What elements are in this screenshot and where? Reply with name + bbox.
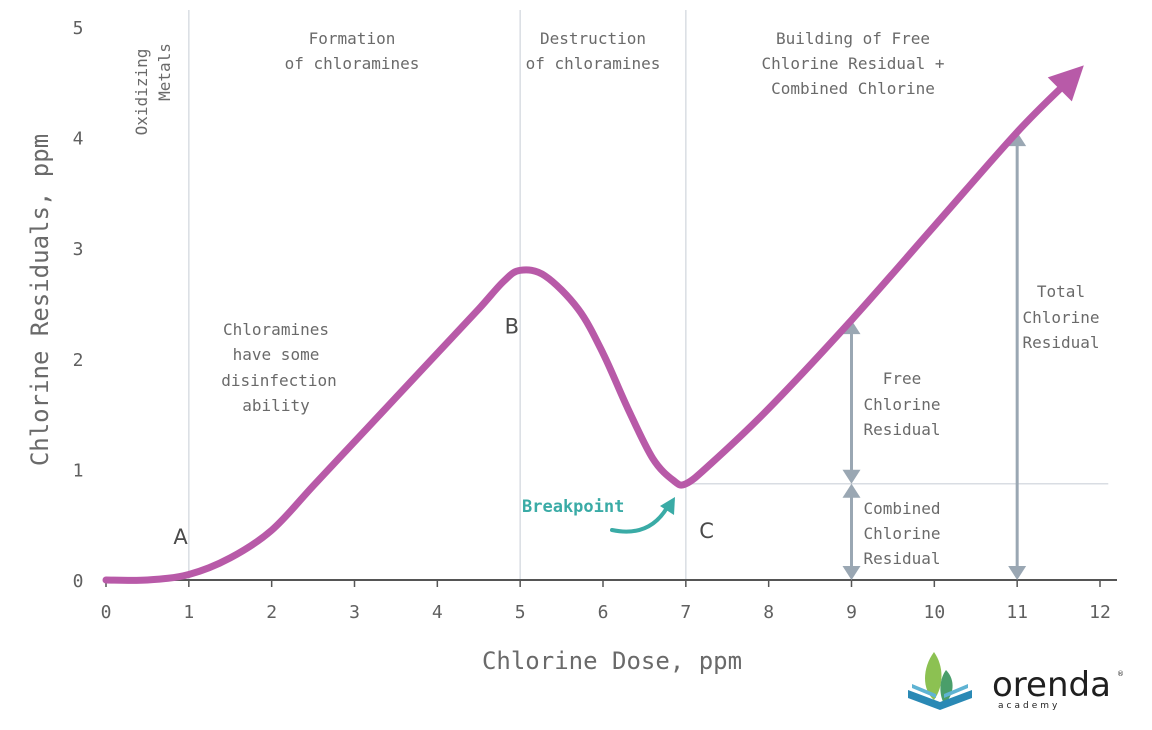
svg-text:Chloramines: Chloramines [223,320,329,339]
point-label-b: B [505,315,519,339]
svg-text:of chloramines: of chloramines [526,54,661,73]
annotation-combined-chlorine: Combined Chlorine Residual [863,499,940,568]
svg-text:Combined Chlorine: Combined Chlorine [771,79,935,98]
point-label-c: C [699,519,714,543]
x-tick-label-6: 6 [598,602,609,623]
y-tick-label-0: 0 [73,571,84,592]
svg-text:Combined: Combined [863,499,940,518]
x-tick-label-5: 5 [515,602,526,623]
measure-free-chlorine-residual [842,320,861,484]
svg-text:Destruction: Destruction [540,29,646,48]
x-tick-label-0: 0 [101,602,112,623]
grid-lines [188,10,1109,580]
x-tick-label-9: 9 [846,602,857,623]
measure-total-chlorine-residual [1008,132,1027,580]
breakpoint-label: Breakpoint [522,497,624,517]
data-series [102,65,1084,584]
svg-text:Metals: Metals [155,43,174,101]
x-tick-label-8: 8 [763,602,774,623]
annotation-chloramines: Chloramines have some disinfection abili… [221,320,337,415]
svg-text:Residual: Residual [863,420,940,439]
x-axis-title: Chlorine Dose, ppm [482,647,742,675]
y-tick-label-4: 4 [73,129,84,150]
x-axis: 0 1 2 3 4 5 6 7 8 9 10 11 12 [101,579,1117,623]
x-tick-label-1: 1 [183,602,194,623]
svg-text:Residual: Residual [1022,333,1099,352]
measure-combined-chlorine-residual [842,483,861,580]
svg-text:Oxidizing: Oxidizing [132,49,151,136]
svg-text:Free: Free [883,369,922,388]
x-tick-label-4: 4 [432,602,443,623]
x-tick-label-10: 10 [923,602,945,623]
measure-lines [842,132,1027,580]
svg-text:ability: ability [242,396,310,415]
region-oxidizing-metals: Oxidizing Metals [132,43,174,135]
logo-subtext: academy [998,701,1060,711]
annotation-total-chlorine: Total Chlorine Residual [1022,282,1099,352]
annotation-free-chlorine: Free Chlorine Residual [863,369,940,439]
breakpoint-annotation: Breakpoint [522,497,675,534]
y-tick-label-1: 1 [73,460,84,481]
svg-text:of chloramines: of chloramines [285,54,420,73]
x-tick-label-7: 7 [680,602,691,623]
svg-text:Chlorine: Chlorine [1022,308,1099,327]
svg-text:disinfection: disinfection [221,371,337,390]
svg-text:Building of Free: Building of Free [776,29,930,48]
svg-text:have some: have some [233,345,320,364]
y-axis-title: Chlorine Residuals, ppm [26,134,54,466]
region-formation: Formation of chloramines [285,29,420,73]
point-label-a: A [173,525,188,549]
svg-text:Total: Total [1037,282,1085,301]
logo-wordmark: orenda [992,665,1111,705]
y-tick-label-5: 5 [73,18,84,39]
x-tick-label-11: 11 [1006,602,1028,623]
breakpoint-arrowhead [660,497,675,515]
orenda-logo: orenda academy ® [908,652,1124,711]
breakpoint-arrow [610,504,670,534]
x-tick-label-2: 2 [266,602,277,623]
book-leaf-icon [908,652,972,710]
region-building: Building of Free Chlorine Residual + Com… [761,29,944,98]
svg-text:Residual: Residual [863,549,940,568]
x-tick-label-3: 3 [349,602,360,623]
curve-arrowhead [1047,65,1084,102]
x-tick-label-12: 12 [1089,602,1111,623]
svg-text:Chlorine: Chlorine [863,524,940,543]
y-tick-label-3: 3 [73,239,84,260]
region-destruction: Destruction of chloramines [526,29,661,73]
svg-text:Formation: Formation [309,29,396,48]
svg-text:Chlorine: Chlorine [863,395,940,414]
chlorine-curve [102,78,1071,584]
y-tick-label-2: 2 [73,350,84,371]
svg-text:Chlorine Residual +: Chlorine Residual + [761,54,944,73]
y-axis: 0 1 2 3 4 5 [73,18,84,592]
logo-registered: ® [1117,670,1124,678]
